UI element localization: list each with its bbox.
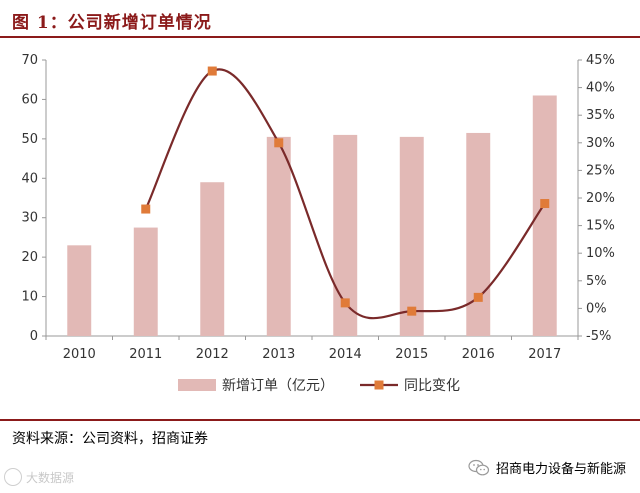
circle-logo-icon <box>4 468 22 486</box>
y-right-tick-label: 10% <box>586 246 615 261</box>
bar <box>67 245 92 336</box>
source-note: 资料来源：公司资料，招商证券 <box>12 431 208 447</box>
footer-rule <box>0 419 640 421</box>
yoy-marker <box>274 138 284 148</box>
y-right-tick-label: 20% <box>586 191 615 206</box>
yoy-marker <box>540 199 550 209</box>
legend-line-label: 同比变化 <box>404 378 460 394</box>
brand-text: 招商电力设备与新能源 <box>495 462 626 477</box>
watermark-text: 大数据源 <box>26 470 75 485</box>
x-tick-label: 2015 <box>395 347 428 362</box>
yoy-marker <box>407 306 417 316</box>
order-chart: 0 10 20 30 40 50 60 70 -5% 0% 5% 10% 15% 20% 25% 30% 35%… <box>21 53 615 394</box>
bar <box>200 182 225 336</box>
y-right-tick-label: 30% <box>586 136 615 151</box>
bar <box>466 132 491 336</box>
legend-bar-swatch <box>178 379 216 391</box>
x-tick-label: 2017 <box>528 347 561 362</box>
y-right-tick-label: 0% <box>586 301 607 316</box>
bar <box>399 136 424 336</box>
y-left-tick-label: 40 <box>21 171 38 186</box>
x-tick-label: 2014 <box>329 347 362 362</box>
x-tick-label: 2016 <box>462 347 495 362</box>
x-tick-label: 2011 <box>129 347 162 362</box>
y-left-tick-label: 0 <box>30 329 38 344</box>
y-right-tick-label: 45% <box>586 53 615 68</box>
bar <box>266 136 291 336</box>
y-left-tick-label: 20 <box>21 250 38 265</box>
yoy-marker <box>207 66 217 76</box>
y-left-tick-label: 50 <box>21 132 38 147</box>
y-right-tick-label: 5% <box>586 274 607 289</box>
x-tick-label: 2013 <box>262 347 295 362</box>
bar <box>532 95 557 336</box>
wechat-icon <box>468 459 490 475</box>
y-left-tick-label: 10 <box>21 290 38 305</box>
x-tick-label: 2012 <box>196 347 229 362</box>
y-left-tick-label: 60 <box>21 92 38 107</box>
yoy-marker <box>340 298 350 308</box>
yoy-marker <box>141 204 151 214</box>
bar <box>333 134 358 336</box>
y-right-tick-label: 25% <box>586 163 615 178</box>
y-right-tick-label: -5% <box>586 329 611 344</box>
y-right-tick-label: 15% <box>586 219 615 234</box>
y-right-tick-label: 35% <box>586 108 615 123</box>
y-right-tick-label: 40% <box>586 81 615 96</box>
brand-credit: 招商电力设备与新能源 <box>468 458 626 477</box>
legend-line-marker <box>374 380 384 390</box>
bar <box>133 227 158 336</box>
yoy-marker <box>473 292 483 302</box>
y-left-tick-label: 70 <box>21 53 38 68</box>
figure-title: 图 1：公司新增订单情况 <box>12 13 212 33</box>
y-left-tick-label: 30 <box>21 211 38 226</box>
x-tick-label: 2010 <box>63 347 96 362</box>
legend-bar-label: 新增订单（亿元） <box>222 378 334 394</box>
watermark: 大数据源 <box>4 468 74 486</box>
title-rule <box>0 36 640 38</box>
